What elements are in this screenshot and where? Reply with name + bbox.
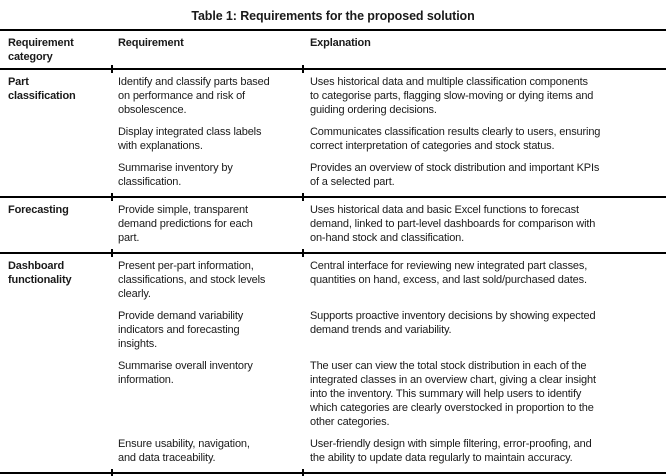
- header-bottom-rule: [0, 65, 666, 73]
- table-bottom-rule: [0, 469, 666, 476]
- requirement-cell: Summarise overall inventory information.: [118, 360, 253, 386]
- column-divider-tick: [302, 65, 304, 73]
- requirement-cell: Identify and classify parts based on per…: [118, 76, 270, 116]
- explanation-cell: Central interface for reviewing new inte…: [310, 260, 588, 286]
- table-row: Provide demand variability indicators an…: [118, 309, 660, 351]
- section-forecasting: Forecasting Provide simple, transparent …: [0, 198, 666, 252]
- table-row: Identify and classify parts based on per…: [118, 75, 660, 117]
- requirement-cell: Ensure usability, navigation, and data t…: [118, 438, 250, 464]
- table-top-rule: [0, 29, 666, 31]
- column-divider-tick: [302, 249, 304, 257]
- requirement-cell: Provide demand variability indicators an…: [118, 310, 244, 350]
- category-cell: Forecasting: [8, 204, 69, 216]
- requirement-cell: Summarise inventory by classification.: [118, 162, 233, 188]
- table-row: Ensure usability, navigation, and data t…: [118, 437, 660, 465]
- column-divider-tick: [111, 193, 113, 201]
- section-divider-rule: [0, 193, 666, 201]
- explanation-cell: The user can view the total stock distri…: [310, 360, 596, 428]
- table-caption: Table 1: Requirements for the proposed s…: [191, 9, 475, 23]
- requirement-cell: Provide simple, transparent demand predi…: [118, 204, 253, 244]
- column-divider-tick: [111, 249, 113, 257]
- explanation-cell: Provides an overview of stock distributi…: [310, 162, 600, 188]
- section-rows: Present per-part information, classifica…: [118, 259, 660, 465]
- category-cell: Dashboard functionality: [8, 260, 72, 286]
- table-row: Summarise overall inventory information.…: [118, 359, 660, 429]
- column-divider-tick: [302, 193, 304, 201]
- section-dashboard-functionality: Dashboard functionality Present per-part…: [0, 254, 666, 472]
- column-divider-tick: [111, 469, 113, 476]
- section-part-classification: Part classification Identify and classif…: [0, 70, 666, 196]
- column-header-requirement: Requirement: [118, 37, 184, 49]
- table-row: Provide simple, transparent demand predi…: [118, 203, 660, 245]
- table-row: Present per-part information, classifica…: [118, 259, 660, 301]
- explanation-cell: Uses historical data and basic Excel fun…: [310, 204, 596, 244]
- category-cell: Part classification: [8, 76, 76, 102]
- column-header-explanation: Explanation: [310, 37, 371, 49]
- table-row: Display integrated class labels with exp…: [118, 125, 660, 153]
- explanation-cell: Supports proactive inventory decisions b…: [310, 310, 596, 336]
- column-divider-tick: [111, 65, 113, 73]
- section-rows: Identify and classify parts based on per…: [118, 75, 660, 189]
- requirement-cell: Display integrated class labels with exp…: [118, 126, 262, 152]
- column-divider-tick: [302, 469, 304, 476]
- table-row: Summarise inventory by classification. P…: [118, 161, 660, 189]
- explanation-cell: Uses historical data and multiple classi…: [310, 76, 594, 116]
- section-divider-rule: [0, 249, 666, 257]
- requirement-cell: Present per-part information, classifica…: [118, 260, 266, 300]
- explanation-cell: Communicates classification results clea…: [310, 126, 601, 152]
- column-header-requirement-category: Requirement category: [8, 37, 74, 63]
- explanation-cell: User-friendly design with simple filteri…: [310, 438, 592, 464]
- section-rows: Provide simple, transparent demand predi…: [118, 203, 660, 245]
- table-header-row: Requirement category Requirement Explana…: [0, 31, 666, 68]
